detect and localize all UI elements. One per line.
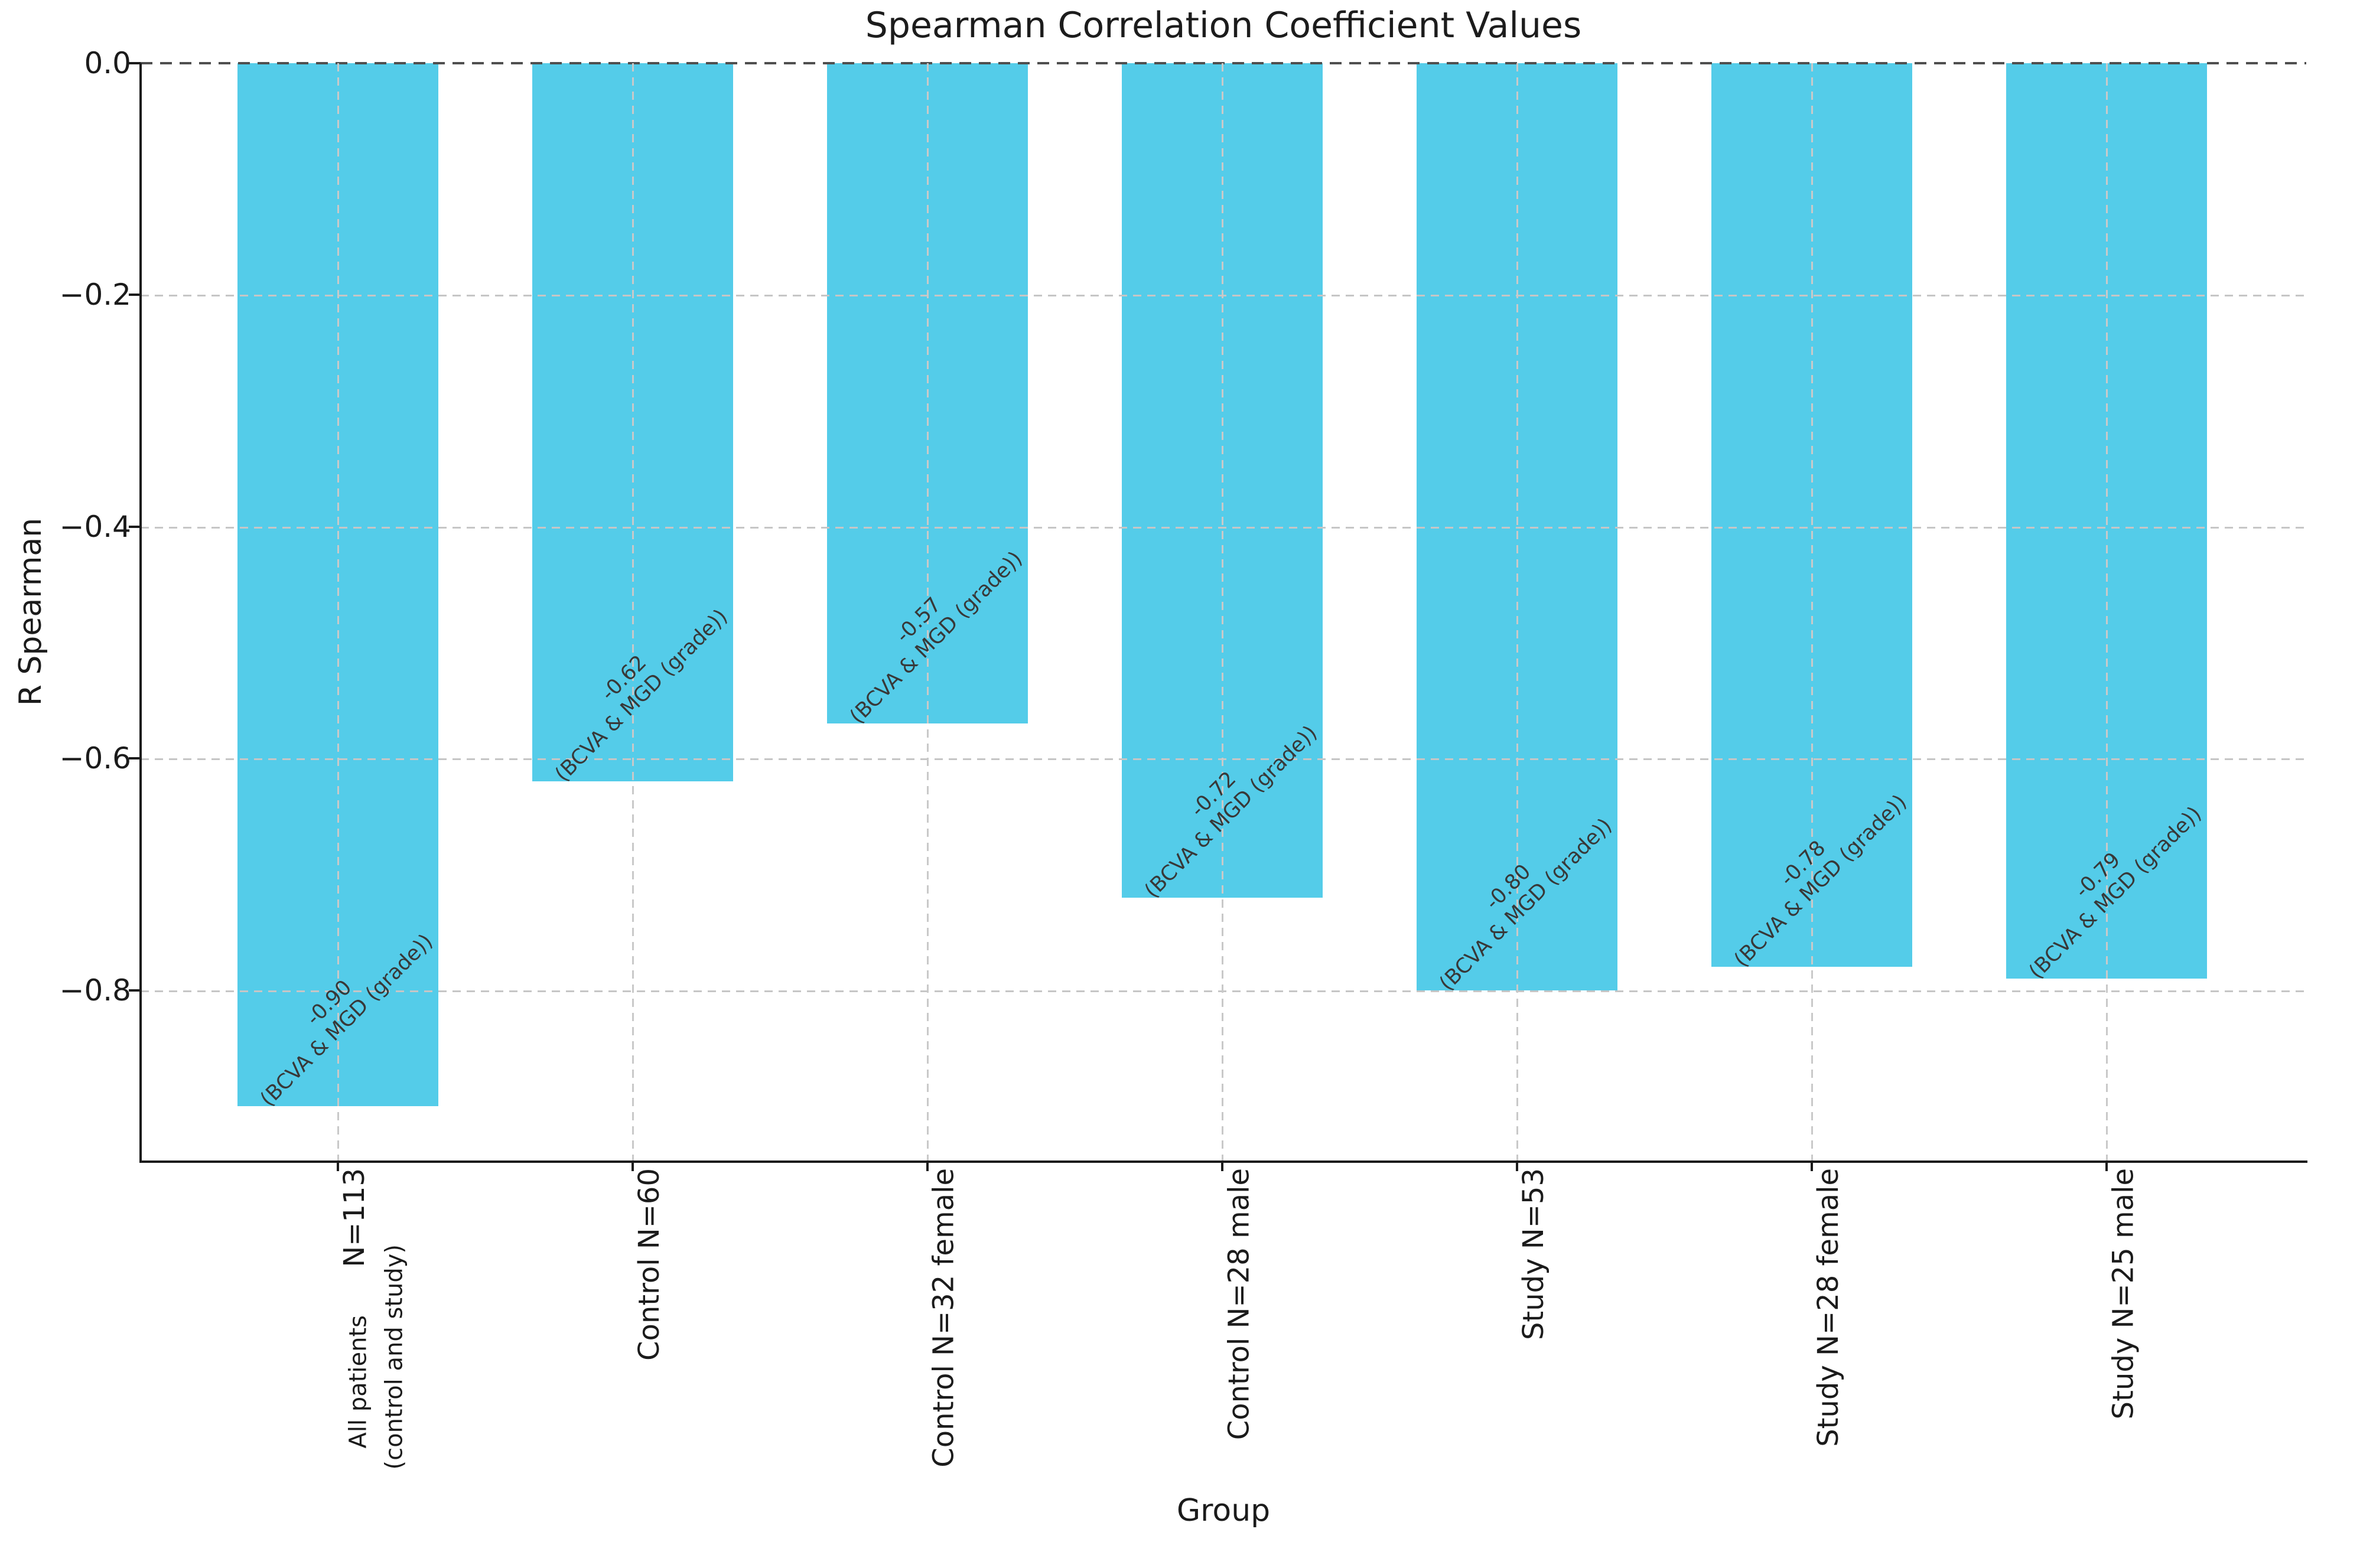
bar-value: -0.72	[1186, 767, 1241, 822]
zero-gridline	[141, 62, 2306, 64]
bar-note: (BCVA & MGD (grade))	[2024, 802, 2206, 984]
x-tick-label: N=113	[338, 1168, 371, 1267]
bar-value-label: -0.72 (BCVA & MGD (grade))	[1122, 703, 1323, 903]
vertical-gridline	[632, 63, 634, 1160]
x-axis-label: Group	[1176, 1493, 1271, 1528]
y-tick-label: −0.8	[59, 973, 131, 1008]
bar-value: -0.80	[1480, 859, 1536, 914]
bar-value-label: -0.79 (BCVA & MGD (grade))	[2007, 784, 2207, 985]
y-tick-label: −0.4	[59, 509, 131, 544]
vertical-gridline	[2106, 63, 2108, 1160]
x-tick-label: Study N=25 male	[2107, 1168, 2140, 1420]
bar-value-label: -0.62 (BCVA & MGD (grade))	[533, 587, 733, 787]
x-tick-mark	[1516, 1162, 1518, 1171]
x-tick-label: Control N=60	[633, 1168, 666, 1361]
bar-value: -0.90	[301, 975, 357, 1031]
x-axis-spine	[139, 1160, 2307, 1163]
y-tick-mark	[129, 525, 141, 528]
vertical-gridline	[927, 63, 929, 1160]
bar-value: -0.79	[2070, 847, 2125, 903]
bar-value-label: -0.80 (BCVA & MGD (grade))	[1417, 796, 1617, 996]
bar-label-layer: -0.90 (BCVA & MGD (grade)) -0.62 (BCVA & MG…	[141, 63, 2306, 1160]
bar-value-label: -0.57 (BCVA & MGD (grade))	[828, 529, 1028, 729]
vertical-gridline	[337, 63, 339, 1160]
x-tick-mark	[926, 1162, 929, 1171]
bar-note: (BCVA & MGD (grade))	[256, 929, 438, 1111]
x-tick-label-extra: (control and study)	[380, 1244, 408, 1470]
x-tick-mark	[337, 1162, 339, 1171]
gridline-layer	[141, 62, 2306, 1160]
x-tick-label: Control N=28 male	[1222, 1168, 1255, 1440]
horizontal-gridline	[141, 526, 2306, 529]
horizontal-gridline	[141, 758, 2306, 761]
chart-title: Spearman Correlation Coefficient Values	[865, 5, 1582, 46]
x-tick-mark	[2105, 1162, 2108, 1171]
y-tick-mark	[129, 294, 141, 296]
bar-value-label: -0.78 (BCVA & MGD (grade))	[1712, 772, 1912, 973]
x-tick-mark	[632, 1162, 634, 1171]
y-tick-label: −0.6	[59, 741, 131, 776]
bar-value: -0.78	[1775, 836, 1831, 891]
x-tick-label: Control N=32 female	[927, 1168, 961, 1468]
bar-note: (BCVA & MGD (grade))	[1140, 721, 1322, 903]
bar-value-label: -0.90 (BCVA & MGD (grade))	[238, 912, 438, 1112]
vertical-gridline	[1811, 63, 1813, 1160]
bar-note: (BCVA & MGD (grade))	[845, 547, 1027, 729]
y-tick-label: 0.0	[84, 46, 131, 80]
y-axis-spine	[139, 63, 142, 1163]
y-tick-mark	[129, 62, 141, 64]
bar-value: -0.57	[891, 593, 946, 648]
y-axis-label: R Spearman	[13, 517, 48, 706]
x-tick-label: Study N=28 female	[1812, 1168, 1845, 1447]
x-tick-label: Study N=53	[1517, 1168, 1550, 1341]
bar-note: (BCVA & MGD (grade))	[1730, 790, 1912, 972]
vertical-gridline	[1222, 63, 1223, 1160]
x-tick-mark	[1221, 1162, 1223, 1171]
x-tick-mark	[1811, 1162, 1813, 1171]
bar-note: (BCVA & MGD (grade))	[1435, 813, 1617, 996]
bar-value: -0.62	[596, 651, 652, 706]
vertical-gridline	[1516, 63, 1518, 1160]
y-tick-mark	[129, 757, 141, 760]
horizontal-gridline	[141, 295, 2306, 297]
bar-note: (BCVA & MGD (grade))	[551, 605, 733, 787]
x-tick-label-extra: All patients	[344, 1315, 372, 1449]
y-tick-mark	[129, 989, 141, 992]
horizontal-gridline	[141, 990, 2306, 992]
y-tick-label: −0.2	[59, 278, 131, 312]
